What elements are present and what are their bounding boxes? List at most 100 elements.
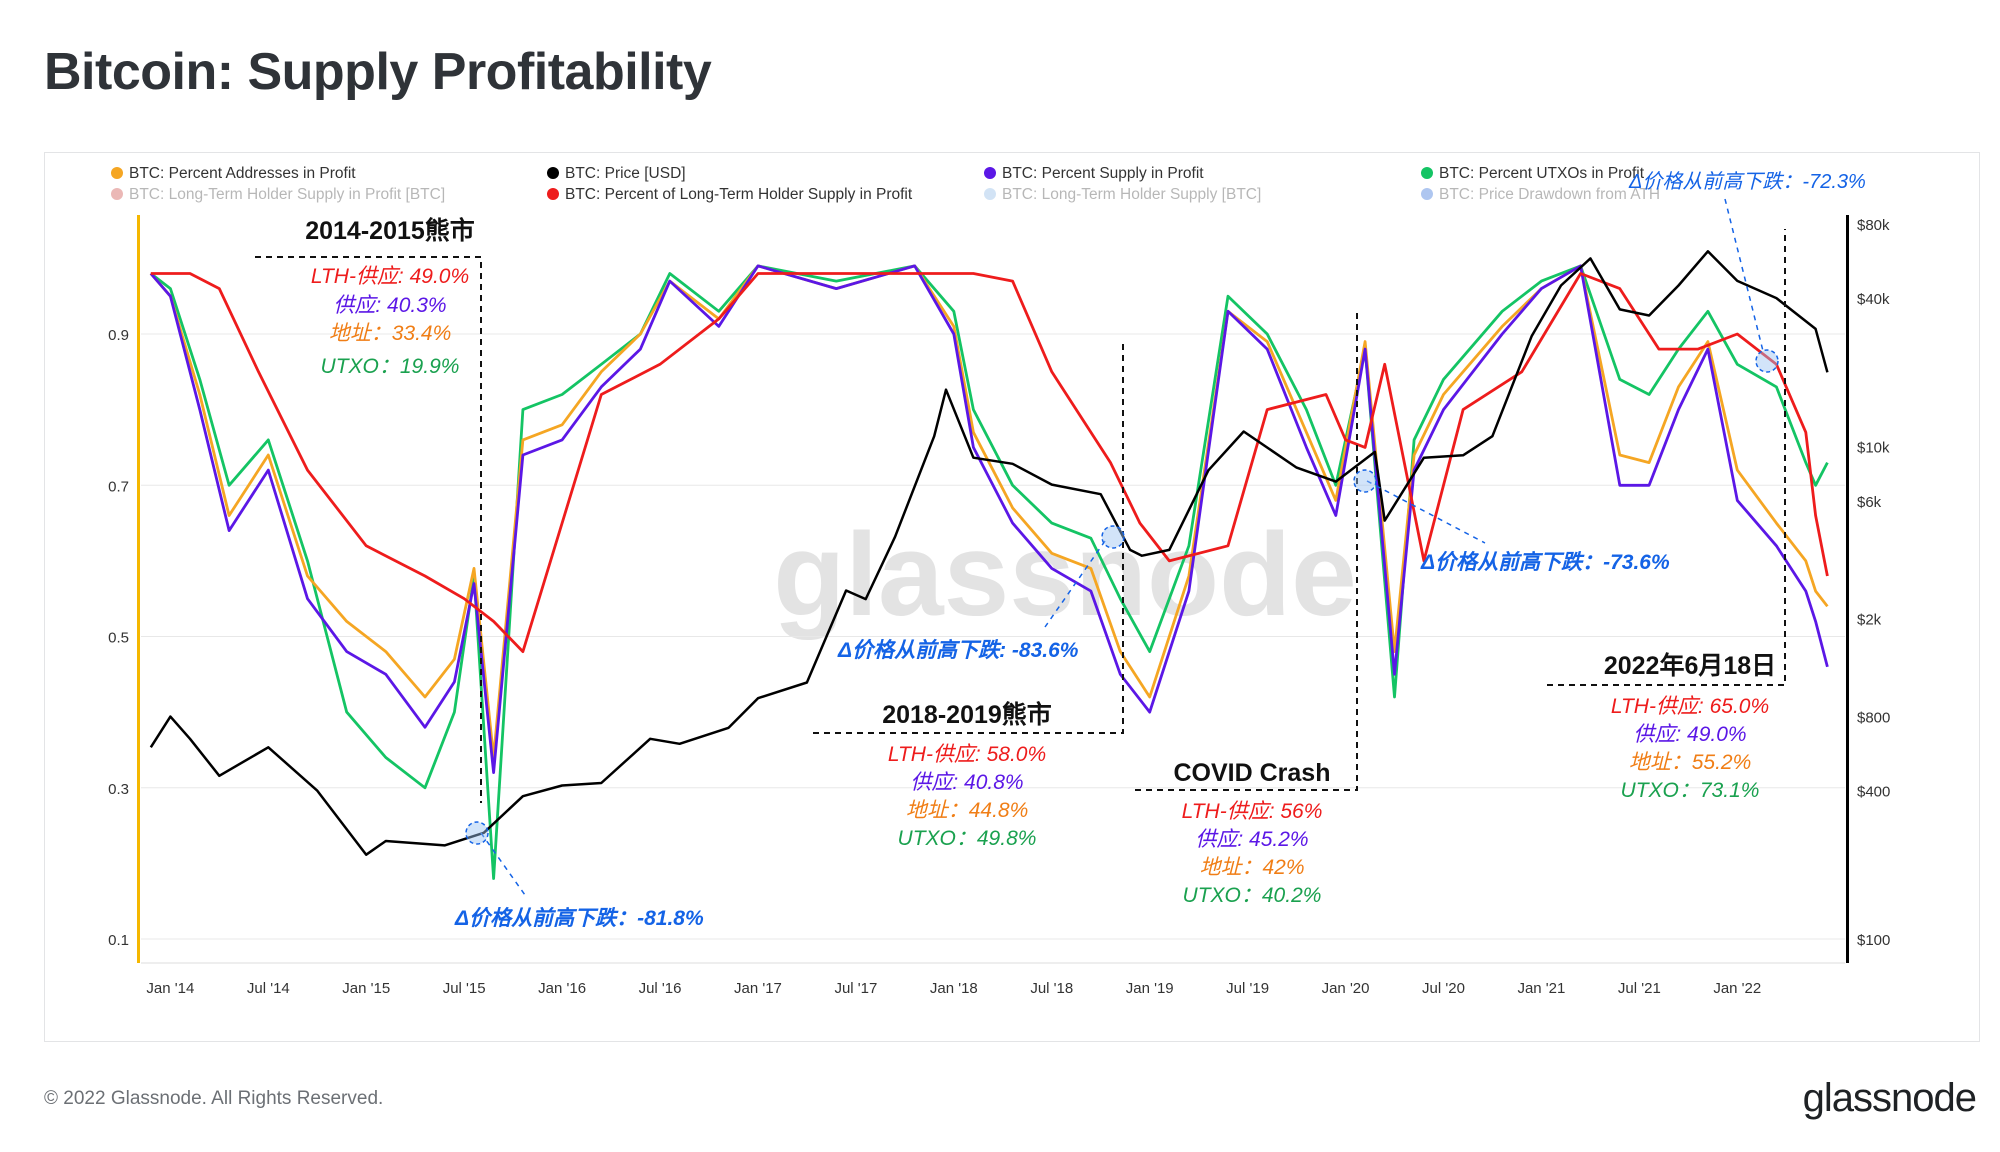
legend-item[interactable]: BTC: Price [USD] bbox=[547, 165, 686, 182]
legend-label: BTC: Percent UTXOs in Profit bbox=[1439, 165, 1645, 182]
drawdown-markers bbox=[465, 349, 1779, 845]
legend-label: BTC: Percent Addresses in Profit bbox=[129, 165, 356, 182]
y-right-tick: $10k bbox=[1857, 439, 1890, 456]
bear-2018-addr: 地址：44.8% bbox=[906, 799, 1029, 822]
bracket-2022 bbox=[1547, 229, 1786, 686]
bear-2018-lth: LTH-供应: 58.0% bbox=[888, 743, 1046, 766]
x-tick: Jul '16 bbox=[639, 980, 682, 997]
y-left-tick: 0.5 bbox=[108, 630, 129, 647]
y-right-tick: $6k bbox=[1857, 494, 1882, 511]
series-line-price bbox=[149, 250, 1829, 856]
bear-2014-utxo: UTXO：19.9% bbox=[321, 355, 460, 378]
chart-svg: glassnode 0.10.30.50.70.9$100$400$800$2k… bbox=[108, 165, 1890, 997]
bracket-covid bbox=[1135, 313, 1358, 791]
legend-dot bbox=[984, 167, 996, 179]
legend-item[interactable]: BTC: Percent Addresses in Profit bbox=[111, 165, 356, 182]
bracket-2014 bbox=[255, 256, 482, 803]
x-tick: Jan '22 bbox=[1713, 980, 1761, 997]
pointer-2022 bbox=[1724, 198, 1764, 352]
legend-label: BTC: Long-Term Holder Supply [BTC] bbox=[1002, 186, 1261, 203]
left-axis-bar bbox=[137, 215, 140, 963]
glassnode-logo: glassnode bbox=[1802, 1076, 1977, 1120]
series-line-lth bbox=[150, 272, 1829, 654]
bear-2018-utxo: UTXO：49.8% bbox=[898, 827, 1037, 850]
jun2022-title: 2022年6月18日 bbox=[1604, 651, 1776, 680]
x-tick: Jul '17 bbox=[834, 980, 877, 997]
marker-2020 bbox=[1353, 469, 1377, 493]
grid: 0.1 0.3 0.5 0.7 0.9 $100 $400 $800 $2k $6k $10k $40… bbox=[108, 217, 1890, 997]
legend-dot bbox=[984, 188, 996, 200]
x-tick: Jan '19 bbox=[1126, 980, 1174, 997]
copyright-footer: © 2022 Glassnode. All Rights Reserved. bbox=[44, 1088, 384, 1109]
y-right-tick: $800 bbox=[1857, 710, 1890, 727]
page-title: Bitcoin: Supply Profitability bbox=[44, 43, 712, 101]
y-left-tick: 0.7 bbox=[108, 478, 129, 495]
bear-2014-addr: 地址：33.4% bbox=[329, 322, 452, 345]
x-tick: Jan '18 bbox=[930, 980, 978, 997]
jun2022-supply: 供应: 49.0% bbox=[1633, 723, 1746, 746]
x-tick: Jan '21 bbox=[1517, 980, 1565, 997]
x-tick: Jul '19 bbox=[1226, 980, 1269, 997]
x-tick: Jul '18 bbox=[1030, 980, 1073, 997]
x-tick: Jan '16 bbox=[538, 980, 586, 997]
x-tick: Jan '14 bbox=[146, 980, 194, 997]
y-left-tick: 0.9 bbox=[108, 327, 129, 344]
covid-lth: LTH-供应: 56% bbox=[1182, 800, 1323, 823]
legend-dot bbox=[547, 188, 559, 200]
legend: BTC: Percent Addresses in Profit BTC: Pri… bbox=[111, 165, 1660, 203]
jun2022-lth: LTH-供应: 65.0% bbox=[1611, 695, 1769, 718]
bear-2014-title: 2014-2015熊市 bbox=[305, 216, 475, 245]
legend-label: BTC: Percent Supply in Profit bbox=[1002, 165, 1204, 182]
marker-2015 bbox=[465, 821, 489, 845]
y-right-tick: $100 bbox=[1857, 932, 1890, 949]
legend-label: BTC: Price [USD] bbox=[565, 165, 686, 182]
y-right-tick: $400 bbox=[1857, 784, 1890, 801]
legend-dot bbox=[547, 167, 559, 179]
series-lines bbox=[149, 250, 1829, 880]
y-right-tick: $80k bbox=[1857, 217, 1890, 234]
bear-2018-title: 2018-2019熊市 bbox=[882, 700, 1052, 729]
covid-title: COVID Crash bbox=[1174, 759, 1331, 787]
y-left-tick: 0.3 bbox=[108, 781, 129, 798]
y-left-tick: 0.1 bbox=[108, 932, 129, 949]
drawdown-pointers bbox=[480, 198, 1764, 896]
bear-2014-supply: 供应: 40.3% bbox=[333, 294, 446, 317]
y-right-tick: $2k bbox=[1857, 612, 1882, 629]
series-line-addresses bbox=[149, 264, 1829, 759]
annotations: 2014-2015熊市 LTH-供应: 49.0% 供应: 40.3% 地址：3… bbox=[255, 171, 1866, 930]
bear-2018-supply: 供应: 40.8% bbox=[910, 771, 1023, 794]
x-tick: Jul '21 bbox=[1618, 980, 1661, 997]
bracket-2018 bbox=[813, 339, 1124, 734]
legend-item[interactable]: BTC: Percent UTXOs in Profit bbox=[1421, 165, 1645, 182]
x-tick: Jan '20 bbox=[1322, 980, 1370, 997]
legend-label: BTC: Percent of Long-Term Holder Supply … bbox=[565, 186, 913, 203]
pointer-2018 bbox=[1044, 540, 1106, 628]
legend-item[interactable]: BTC: Percent Supply in Profit bbox=[984, 165, 1204, 182]
drawdown-2015-label: Δ价格从前高下跌：-81.8% bbox=[454, 906, 704, 930]
pointer-2015 bbox=[480, 832, 526, 896]
legend-item[interactable]: BTC: Percent of Long-Term Holder Supply … bbox=[547, 186, 913, 203]
legend-item[interactable]: BTC: Long-Term Holder Supply in Profit [… bbox=[111, 186, 445, 203]
pointer-2020 bbox=[1366, 480, 1486, 544]
drawdown-2018-label: Δ价格从前高下跌: -83.6% bbox=[837, 638, 1079, 662]
legend-dot bbox=[1421, 167, 1433, 179]
drawdown-2022-label: Δ价格从前高下跌：-72.3% bbox=[1628, 171, 1866, 193]
legend-item[interactable]: BTC: Price Drawdown from ATH bbox=[1421, 186, 1660, 203]
x-tick: Jan '17 bbox=[734, 980, 782, 997]
legend-dot bbox=[111, 188, 123, 200]
jun2022-addr: 地址：55.2% bbox=[1629, 751, 1752, 774]
legend-dot bbox=[1421, 188, 1433, 200]
x-tick: Jan '15 bbox=[342, 980, 390, 997]
marker-2018 bbox=[1101, 525, 1125, 549]
bear-2014-lth: LTH-供应: 49.0% bbox=[311, 265, 469, 288]
legend-label: BTC: Price Drawdown from ATH bbox=[1439, 186, 1660, 203]
covid-addr: 地址：42% bbox=[1199, 856, 1304, 879]
bracket-lines bbox=[255, 229, 1786, 803]
marker-2022 bbox=[1755, 349, 1779, 373]
series-line-supply bbox=[149, 264, 1829, 774]
y-right-tick: $40k bbox=[1857, 291, 1890, 308]
legend-dot bbox=[111, 167, 123, 179]
right-axis-bar bbox=[1846, 215, 1849, 963]
legend-item[interactable]: BTC: Long-Term Holder Supply [BTC] bbox=[984, 186, 1261, 203]
chart-frame: glassnode 0.1 0.3 0.5 0.7 0.9 $100 $400 $800 $2k… bbox=[44, 152, 1980, 1042]
